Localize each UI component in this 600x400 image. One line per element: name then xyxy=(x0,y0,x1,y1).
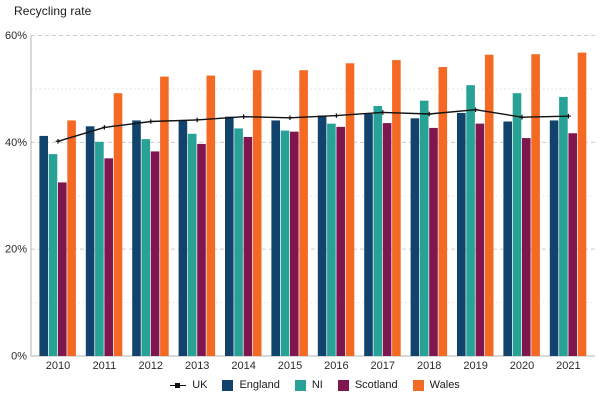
bar-wales-2019 xyxy=(484,54,494,356)
legend-item-england: England xyxy=(222,379,280,391)
bar-ni-2013 xyxy=(187,133,197,356)
bar-ni-2015 xyxy=(280,130,290,356)
bar-scotland-2012 xyxy=(150,151,160,356)
uk-line-marker-2019 xyxy=(473,107,478,113)
bar-wales-2017 xyxy=(392,60,401,356)
wales-swatch-icon xyxy=(412,379,424,391)
uk-line-marker-2018 xyxy=(426,111,432,117)
uk-line-marker-2013 xyxy=(194,117,200,123)
bar-scotland-2021 xyxy=(568,133,577,356)
uk-line-marker-2015 xyxy=(287,115,293,121)
bar-ni-2019 xyxy=(466,85,475,357)
bar-scotland-2019 xyxy=(475,123,485,356)
bar-scotland-2018 xyxy=(429,127,438,356)
chart-title: Recycling rate xyxy=(14,4,92,18)
bar-scotland-2020 xyxy=(522,138,531,356)
legend-label-england: England xyxy=(239,379,280,391)
bar-england-2012 xyxy=(132,120,141,357)
bar-england-2018 xyxy=(410,118,420,356)
bar-scotland-2016 xyxy=(336,126,345,356)
ni-swatch-icon xyxy=(294,379,306,391)
bar-wales-2018 xyxy=(438,67,448,357)
bar-ni-2018 xyxy=(419,100,429,356)
y-tick-label-20: 20% xyxy=(5,244,27,256)
bar-england-2020 xyxy=(503,121,512,356)
bar-wales-2010 xyxy=(67,120,76,357)
bar-wales-2020 xyxy=(531,54,540,356)
bar-england-2013 xyxy=(178,120,188,357)
bar-england-2014 xyxy=(225,116,234,356)
x-tick-label-2012: 2012 xyxy=(139,360,163,372)
bar-ni-2016 xyxy=(327,123,336,356)
uk-line-swatch-icon xyxy=(170,380,187,391)
bar-wales-2011 xyxy=(113,93,123,356)
bar-wales-2014 xyxy=(252,70,262,356)
bar-england-2015 xyxy=(271,120,280,357)
uk-line-marker-2021 xyxy=(566,113,571,119)
x-tick-label-2016: 2016 xyxy=(324,360,348,372)
uk-line-marker-2010 xyxy=(55,138,61,144)
y-tick-label-0: 0% xyxy=(11,351,27,363)
x-tick-label-2011: 2011 xyxy=(93,360,117,372)
legend-label-ni: NI xyxy=(311,379,323,391)
bar-ni-2021 xyxy=(559,96,568,357)
uk-line-marker-2014 xyxy=(241,114,246,119)
legend-label-scotland: Scotland xyxy=(354,379,398,391)
bar-england-2019 xyxy=(457,112,466,356)
bar-scotland-2017 xyxy=(382,123,392,356)
bar-scotland-2015 xyxy=(290,131,299,356)
bar-wales-2021 xyxy=(577,52,587,357)
bar-wales-2015 xyxy=(299,70,308,356)
bar-scotland-2013 xyxy=(197,143,206,356)
uk-line xyxy=(57,108,569,142)
bar-england-2011 xyxy=(85,126,95,356)
bar-ni-2011 xyxy=(95,141,104,356)
legend-item-uk: UK xyxy=(170,379,207,391)
x-tick-label-2015: 2015 xyxy=(278,360,302,372)
bar-wales-2012 xyxy=(160,76,169,356)
bar-scotland-2010 xyxy=(58,182,67,356)
y-tick-label-40: 40% xyxy=(5,137,27,149)
bar-scotland-2014 xyxy=(243,136,253,356)
x-tick-label-2017: 2017 xyxy=(371,360,395,372)
bar-england-2017 xyxy=(364,114,373,357)
legend-item-scotland: Scotland xyxy=(337,379,398,391)
plot-area: 0% 20% 40% 60% 2010 2011 2012 2013 2014 2015 2016 2… xyxy=(5,30,595,372)
bar-ni-2010 xyxy=(48,154,58,356)
uk-line-marker-2017 xyxy=(380,110,386,115)
x-tick-label-2021: 2021 xyxy=(556,360,580,372)
bar-ni-2012 xyxy=(141,139,151,356)
x-tick-label-2014: 2014 xyxy=(231,360,255,372)
x-tick-label-2019: 2019 xyxy=(463,360,487,372)
bar-wales-2016 xyxy=(345,63,355,356)
bar-ni-2014 xyxy=(234,128,243,356)
uk-line-marker-2016 xyxy=(334,113,339,118)
uk-line-marker-2011 xyxy=(102,125,107,130)
x-tick-label-2018: 2018 xyxy=(417,360,441,372)
x-tick-label-2010: 2010 xyxy=(46,360,70,372)
england-swatch-icon xyxy=(222,379,234,391)
scotland-swatch-icon xyxy=(337,379,349,391)
bar-ni-2017 xyxy=(373,106,383,356)
x-tick-label-2013: 2013 xyxy=(185,360,209,372)
bar-wales-2013 xyxy=(206,75,216,356)
legend-item-wales: Wales xyxy=(412,379,460,391)
bar-ni-2020 xyxy=(512,93,522,356)
legend-label-wales: Wales xyxy=(429,379,460,391)
bar-england-2016 xyxy=(317,115,327,357)
uk-line-marker-2012 xyxy=(148,119,154,124)
legend: UK England NI Scotland Wales xyxy=(30,375,600,395)
uk-line-marker-2020 xyxy=(519,114,525,120)
bar-scotland-2011 xyxy=(104,158,113,356)
bar-england-2010 xyxy=(39,135,48,356)
legend-label-uk: UK xyxy=(192,379,208,391)
bar-england-2021 xyxy=(549,120,559,357)
x-tick-label-2020: 2020 xyxy=(510,360,534,372)
legend-item-ni: NI xyxy=(294,379,323,391)
y-tick-label-60: 60% xyxy=(5,30,27,42)
